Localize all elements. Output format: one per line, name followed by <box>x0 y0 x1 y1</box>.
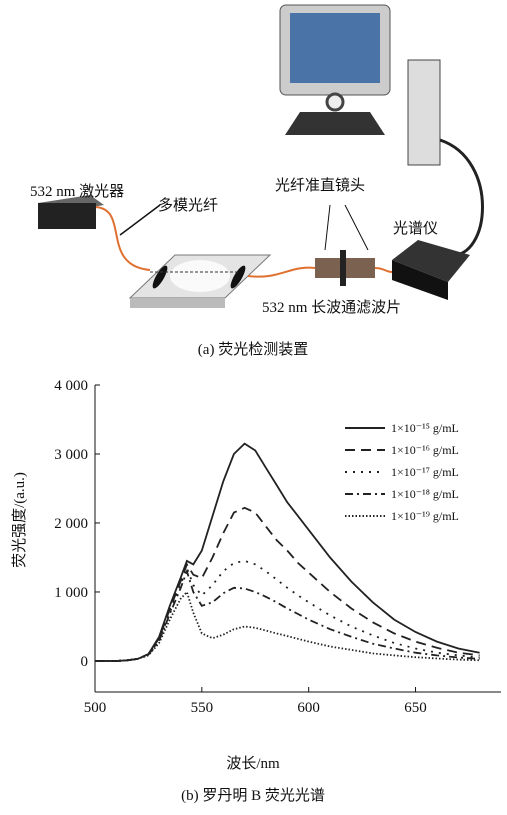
label: 光纤准直镜头 <box>275 176 365 194</box>
y-tick-label: 1 000 <box>54 585 88 601</box>
setup-diagram: 532 nm 激光器 多模光纤 光纤准直镜头 光谱仪 532 nm 长波通滤波片… <box>30 5 483 358</box>
legend-label: 1×10⁻¹⁸ g/mL <box>391 487 459 501</box>
laser <box>38 203 96 229</box>
series-line <box>95 508 480 661</box>
legend-label: 1×10⁻¹⁹ g/mL <box>391 509 459 523</box>
tower <box>408 60 440 165</box>
label: 532 nm 激光器 <box>30 183 124 200</box>
y-tick-label: 2 000 <box>54 516 88 532</box>
fiber <box>375 268 392 272</box>
x-tick-label: 500 <box>84 700 107 716</box>
y-tick-label: 0 <box>81 654 89 670</box>
y-axis-label: 荧光强度/(a.u.) <box>11 472 28 568</box>
x-tick-label: 600 <box>297 700 320 716</box>
slide-edge <box>130 298 225 308</box>
pointer <box>120 205 160 235</box>
fiber <box>248 268 315 277</box>
x-axis-label: 波长/nm <box>226 755 280 772</box>
label: 光谱仪 <box>393 220 438 237</box>
x-tick-label: 650 <box>404 700 427 716</box>
caption: (a) 荧光检测装置 <box>198 341 308 358</box>
pointer <box>325 205 330 250</box>
legend-label: 1×10⁻¹⁵ g/mL <box>391 421 459 435</box>
y-tick-label: 3 000 <box>54 447 88 463</box>
cable <box>440 140 483 255</box>
pointer <box>345 205 368 250</box>
screen <box>290 13 380 83</box>
figure: 532 nm 激光器 多模光纤 光纤准直镜头 光谱仪 532 nm 长波通滤波片… <box>0 0 507 810</box>
filter <box>340 250 346 286</box>
fiber <box>96 207 150 270</box>
y-tick-label: 4 000 <box>54 378 88 394</box>
sample <box>170 260 230 292</box>
power-button <box>327 94 343 110</box>
keyboard <box>285 112 385 135</box>
label: 532 nm 长波通滤波片 <box>262 299 401 316</box>
x-tick-label: 550 <box>191 700 214 716</box>
legend-label: 1×10⁻¹⁶ g/mL <box>391 443 459 457</box>
caption: (b) 罗丹明 B 荧光光谱 <box>181 787 325 804</box>
label: 多模光纤 <box>158 197 218 214</box>
legend-label: 1×10⁻¹⁷ g/mL <box>391 465 459 479</box>
series-line <box>95 592 480 661</box>
